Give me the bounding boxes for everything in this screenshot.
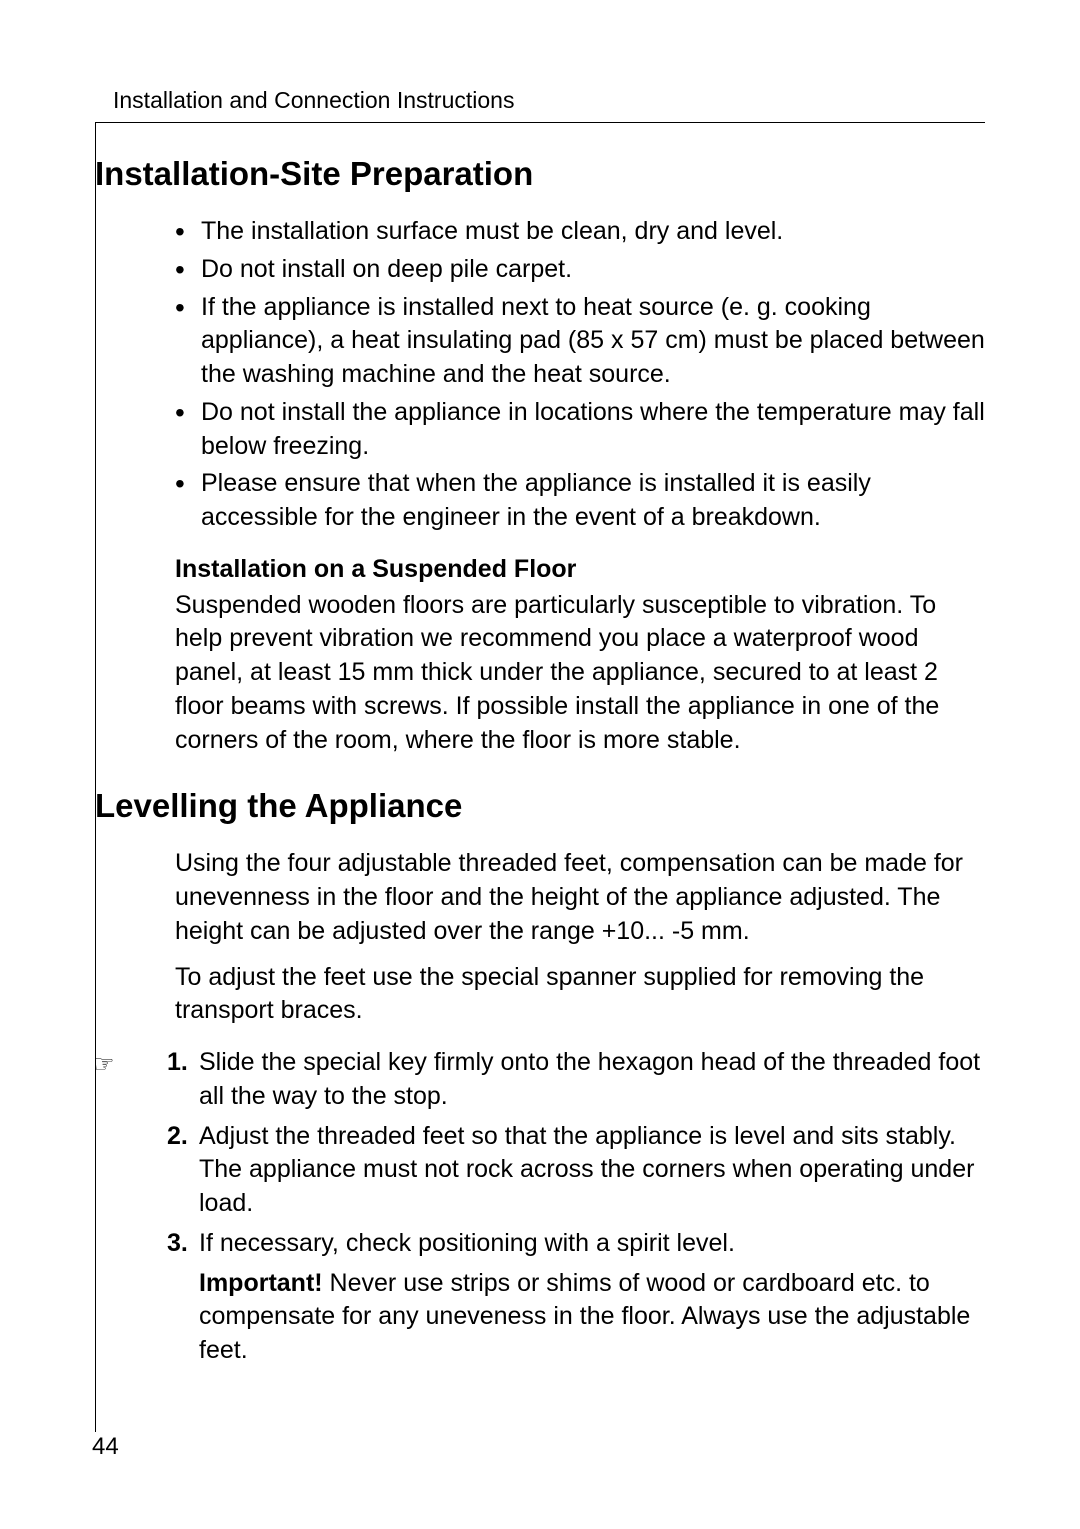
section2-intro1: Using the four adjustable threaded feet,…: [175, 847, 985, 948]
step-number: 2.: [167, 1120, 188, 1154]
step-3: 3. If necessary, check positioning with …: [155, 1227, 985, 1261]
bullet-item: Do not install on deep pile carpet.: [175, 253, 985, 287]
important-label: Important!: [199, 1269, 323, 1297]
section1-title: Installation-Site Preparation: [95, 155, 985, 193]
bullet-list: The installation surface must be clean, …: [175, 215, 985, 535]
bullet-item: Please ensure that when the appliance is…: [175, 467, 985, 535]
hand-icon: ☞: [93, 1049, 115, 1081]
step-text: Slide the special key firmly onto the he…: [199, 1048, 980, 1110]
page-header: Installation and Connection Instructions: [113, 87, 514, 114]
section1-subtext: Suspended wooden floors are particularly…: [175, 589, 985, 758]
bullet-item: The installation surface must be clean, …: [175, 215, 985, 249]
section2-body: Using the four adjustable threaded feet,…: [175, 847, 985, 1028]
numbered-list: ☞ 1. Slide the special key firmly onto t…: [155, 1046, 985, 1261]
section2-intro2: To adjust the feet use the special spann…: [175, 961, 985, 1029]
section2-title: Levelling the Appliance: [95, 787, 985, 825]
page-number: 44: [92, 1433, 119, 1461]
step-1: ☞ 1. Slide the special key firmly onto t…: [155, 1046, 985, 1114]
section1-subheading: Installation on a Suspended Floor: [175, 553, 985, 587]
step-number: 3.: [167, 1227, 188, 1261]
step-text: Adjust the threaded feet so that the app…: [199, 1122, 974, 1218]
bullet-item: Do not install the appliance in location…: [175, 396, 985, 464]
step-number: 1.: [167, 1046, 188, 1080]
step-2: 2. Adjust the threaded feet so that the …: [155, 1120, 985, 1221]
step-text: If necessary, check positioning with a s…: [199, 1229, 735, 1257]
bullet-item: If the appliance is installed next to he…: [175, 291, 985, 392]
content-area: Installation-Site Preparation The instal…: [95, 155, 985, 1368]
important-block: Important! Never use strips or shims of …: [155, 1267, 985, 1368]
section1-body: The installation surface must be clean, …: [175, 215, 985, 757]
header-rule: [95, 122, 985, 123]
